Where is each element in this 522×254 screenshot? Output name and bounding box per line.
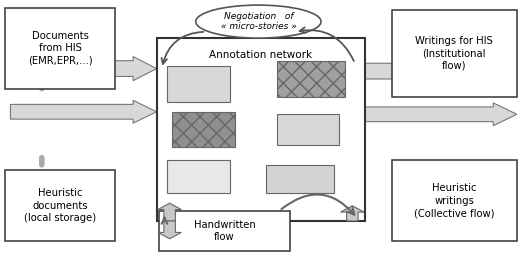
- Bar: [172, 112, 235, 147]
- Bar: [167, 66, 230, 102]
- Bar: [392, 160, 517, 241]
- Text: Annotation network: Annotation network: [209, 50, 313, 60]
- Bar: [167, 160, 230, 193]
- Text: Negotiation   of
« micro-stories »: Negotiation of « micro-stories »: [220, 12, 296, 31]
- Bar: [157, 38, 365, 221]
- Polygon shape: [10, 100, 157, 123]
- Bar: [277, 114, 339, 145]
- Text: Writings for HIS
(Institutional
flow): Writings for HIS (Institutional flow): [416, 36, 493, 71]
- Polygon shape: [158, 221, 182, 239]
- Polygon shape: [365, 59, 517, 83]
- Ellipse shape: [196, 5, 321, 38]
- Polygon shape: [340, 206, 364, 221]
- Bar: [5, 170, 115, 241]
- Bar: [277, 61, 345, 97]
- Bar: [159, 211, 290, 251]
- Polygon shape: [158, 203, 182, 221]
- Text: Heuristic
writings
(Collective flow): Heuristic writings (Collective flow): [414, 183, 494, 218]
- Bar: [266, 165, 334, 193]
- Bar: [5, 8, 115, 89]
- Bar: [392, 10, 517, 97]
- Text: Documents
from HIS
(EMR,EPR,...): Documents from HIS (EMR,EPR,...): [28, 31, 92, 66]
- Text: Heuristic
documents
(local storage): Heuristic documents (local storage): [24, 188, 96, 223]
- Polygon shape: [365, 103, 517, 126]
- Polygon shape: [10, 57, 157, 81]
- Text: Handwritten
flow: Handwritten flow: [194, 220, 255, 242]
